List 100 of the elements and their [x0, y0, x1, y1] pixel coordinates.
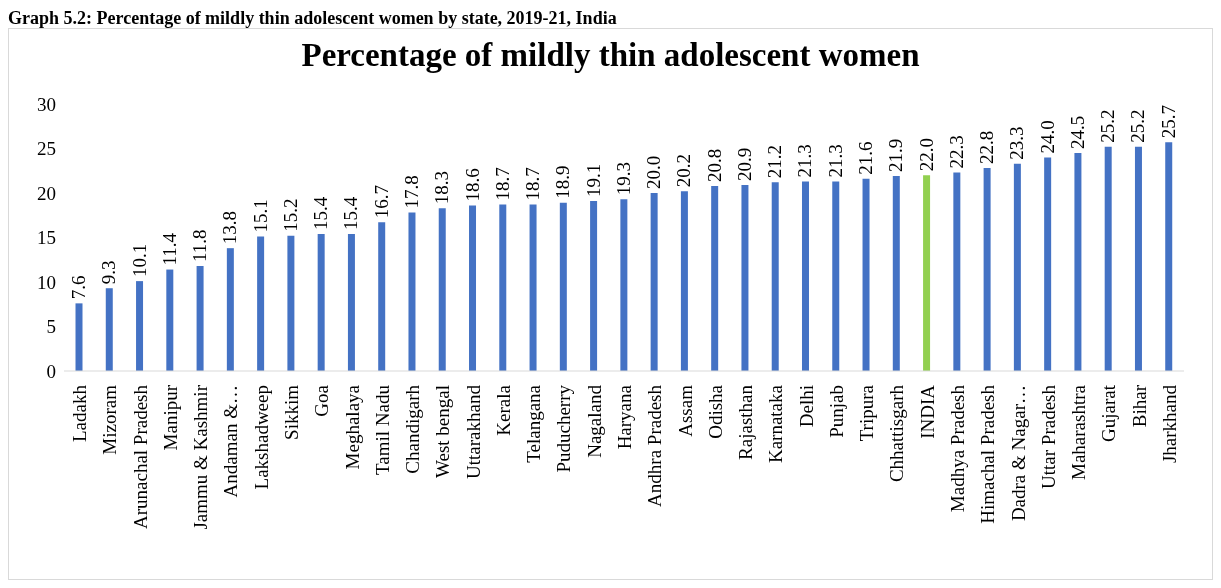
- x-tick-label: Assam: [674, 384, 696, 437]
- x-tick-label: Andhra Pradesh: [644, 384, 666, 507]
- data-label: 21.9: [885, 138, 907, 173]
- data-label: 9.3: [98, 260, 120, 285]
- x-tick-label: Ladakh: [69, 384, 91, 442]
- bar: [347, 233, 355, 371]
- x-tick-label: Sikkim: [281, 384, 303, 440]
- y-tick-label: 15: [37, 227, 56, 249]
- data-label: 22.8: [976, 130, 998, 165]
- x-tick-label: Manipur: [159, 384, 181, 451]
- bar: [257, 236, 265, 371]
- data-label: 23.3: [1006, 126, 1028, 160]
- x-tick-label: Jammu & Kashmir: [190, 384, 212, 530]
- bar: [75, 303, 83, 371]
- x-tick-label: Punjab: [825, 385, 847, 438]
- data-label: 7.6: [68, 275, 89, 300]
- bar: [1165, 142, 1173, 371]
- data-label: 25.2: [1097, 109, 1119, 143]
- x-tick-label: Maharashtra: [1068, 384, 1090, 480]
- x-tick-label: West bengal: [432, 385, 454, 478]
- data-label: 21.2: [764, 145, 786, 179]
- x-tick-label: Mizoram: [99, 384, 121, 455]
- data-label: 24.0: [1036, 120, 1058, 154]
- bar: [136, 281, 144, 371]
- y-tick-label: 5: [46, 316, 56, 338]
- bar: [469, 205, 477, 371]
- bar: [378, 222, 386, 371]
- bar: [196, 265, 204, 371]
- bar: [923, 175, 931, 371]
- bar: [650, 193, 658, 371]
- x-tick-label: Meghalaya: [341, 384, 363, 470]
- bar: [832, 181, 840, 371]
- x-tick-label: Andaman &…: [220, 385, 242, 498]
- data-label: 11.8: [189, 229, 211, 262]
- data-label: 15.2: [279, 198, 301, 232]
- bar: [771, 182, 779, 371]
- x-tick-label: Uttar Pradesh: [1037, 384, 1059, 489]
- data-label: 24.5: [1066, 115, 1088, 149]
- x-tick-label: Himachal Pradesh: [977, 384, 999, 524]
- x-tick-label: Tamil Nadu: [371, 384, 393, 475]
- bar: [892, 176, 900, 371]
- data-label: 22.0: [915, 137, 937, 172]
- bar: [862, 178, 870, 371]
- chart-title: Percentage of mildly thin adolescent women: [300, 37, 921, 74]
- data-label: 11.4: [158, 232, 180, 266]
- x-tick-label: Tripura: [856, 384, 878, 442]
- data-label: 15.4: [340, 196, 362, 230]
- y-tick-label: 20: [37, 182, 56, 204]
- data-label: 21.3: [824, 144, 846, 178]
- bar: [499, 204, 507, 371]
- x-tick-label: Delhi: [795, 385, 817, 428]
- bar: [1104, 146, 1112, 371]
- x-tick-label: Jharkhand: [1158, 384, 1180, 464]
- data-label: 15.4: [310, 196, 332, 230]
- data-label: 20.0: [643, 155, 665, 189]
- bar: [438, 208, 446, 371]
- bar: [226, 248, 234, 371]
- x-tick-label: Goa: [311, 384, 333, 417]
- x-tick-label: Lakshadweep: [250, 385, 272, 490]
- bar: [105, 288, 113, 371]
- bar: [590, 201, 598, 371]
- data-label: 25.2: [1127, 109, 1149, 143]
- bar: [983, 168, 991, 371]
- data-label: 10.1: [128, 243, 150, 278]
- x-tick-label: Chandigarh: [402, 384, 424, 474]
- x-tick-label: INDIA: [916, 384, 938, 439]
- bar: [1074, 152, 1082, 371]
- bar: [741, 184, 749, 371]
- bar: [1134, 146, 1142, 371]
- data-label: 17.8: [400, 175, 422, 209]
- x-tick-label: Nagaland: [583, 384, 605, 458]
- data-label: 18.6: [461, 168, 483, 202]
- x-tick-label: Telangana: [523, 384, 545, 463]
- bar: [559, 202, 567, 371]
- bar: [529, 204, 537, 371]
- bar: [1013, 163, 1021, 371]
- data-label: 15.1: [249, 199, 271, 233]
- data-label: 18.7: [491, 167, 513, 201]
- bar: [287, 235, 295, 371]
- y-tick-label: 30: [37, 93, 56, 115]
- chart-subtitle: Graph 5.2: Percentage of mildly thin adolescent women by state, 2019-21, India: [8, 8, 618, 28]
- data-label: 19.1: [582, 163, 604, 198]
- data-label: 21.6: [855, 141, 877, 175]
- x-tick-label: Kerala: [492, 384, 514, 436]
- data-label: 25.7: [1157, 105, 1179, 139]
- x-tick-label: Chhattisgarh: [886, 384, 908, 483]
- data-label: 19.3: [612, 161, 634, 196]
- data-label: 22.3: [945, 135, 967, 169]
- data-label: 20.2: [673, 153, 695, 188]
- bar: [680, 191, 688, 371]
- x-tick-label: Karnataka: [765, 384, 787, 464]
- x-tick-label: Odisha: [704, 384, 726, 439]
- data-label: 13.8: [219, 210, 241, 245]
- data-label: 18.7: [522, 167, 544, 201]
- data-label: 21.3: [794, 144, 816, 178]
- x-tick-label: Madhya Pradesh: [946, 384, 968, 513]
- bar: [317, 233, 325, 371]
- x-tick-label: Gujarat: [1098, 384, 1120, 442]
- data-label: 18.9: [552, 165, 574, 199]
- data-label: 18.3: [431, 170, 453, 205]
